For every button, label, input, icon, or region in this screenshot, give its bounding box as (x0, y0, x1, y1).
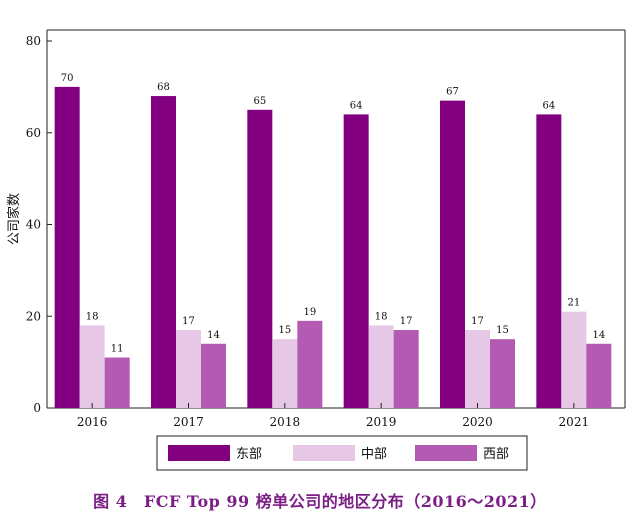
data-label: 17 (471, 316, 484, 327)
bar-中部-2016 (79, 325, 105, 408)
bar-东部-2021 (536, 114, 562, 409)
bar-东部-2017 (151, 96, 176, 409)
bar-西部-2017 (201, 343, 226, 408)
legend-label: 东部 (236, 447, 262, 462)
bar-东部-2020 (440, 100, 465, 408)
x-tick-label: 2018 (270, 415, 301, 429)
bar-中部-2020 (465, 330, 490, 408)
bar-东部-2018 (247, 109, 273, 408)
y-tick-label: 20 (26, 309, 41, 323)
legend-label: 西部 (483, 447, 509, 462)
data-label: 15 (496, 325, 509, 336)
bar-西部-2021 (586, 343, 612, 408)
y-tick-label: 60 (26, 126, 41, 140)
legend-swatch-中部 (293, 445, 355, 461)
bar-中部-2019 (368, 325, 394, 408)
legend-swatch-东部 (168, 445, 230, 461)
bar-chart: 0 20 40 60 80 公司家数 70 18 11 2016 68 17 14 2017 65 15 19 2… (6, 29, 626, 471)
bar-中部-2017 (176, 330, 201, 408)
data-label: 70 (61, 73, 74, 84)
data-label: 15 (278, 325, 291, 336)
bar-西部-2016 (104, 357, 130, 408)
legend-label: 中部 (361, 447, 387, 462)
data-label: 67 (446, 87, 459, 98)
data-label: 17 (182, 316, 195, 327)
data-label: 14 (592, 330, 605, 341)
figure-caption: 图 4 FCF Top 99 榜单公司的地区分布（2016～2021） (93, 492, 547, 511)
bar-西部-2019 (393, 330, 419, 408)
data-label: 65 (253, 96, 266, 107)
bar-西部-2018 (297, 320, 323, 408)
data-label: 11 (111, 344, 124, 355)
data-label: 21 (567, 298, 580, 309)
data-label: 17 (400, 316, 413, 327)
y-axis-label: 公司家数 (6, 193, 22, 245)
bar-东部-2016 (54, 86, 80, 408)
data-label: 68 (157, 82, 170, 93)
x-tick-label: 2019 (366, 415, 397, 429)
data-label: 64 (350, 100, 363, 111)
x-tick-label: 2021 (559, 415, 590, 429)
data-label: 18 (86, 311, 99, 322)
x-tick-label: 2016 (77, 415, 108, 429)
data-label: 18 (375, 311, 388, 322)
bar-东部-2019 (343, 114, 369, 409)
data-label: 64 (542, 100, 555, 111)
data-label: 14 (207, 330, 220, 341)
y-tick-label: 80 (26, 34, 41, 48)
bar-西部-2020 (490, 339, 515, 408)
x-tick-label: 2017 (173, 415, 204, 429)
x-tick-label: 2020 (462, 415, 493, 429)
data-label: 19 (303, 307, 316, 318)
y-tick-label: 0 (33, 401, 41, 415)
y-tick-label: 40 (26, 218, 41, 232)
legend-swatch-西部 (415, 445, 477, 461)
bar-中部-2018 (272, 339, 298, 408)
bar-中部-2021 (561, 311, 587, 408)
